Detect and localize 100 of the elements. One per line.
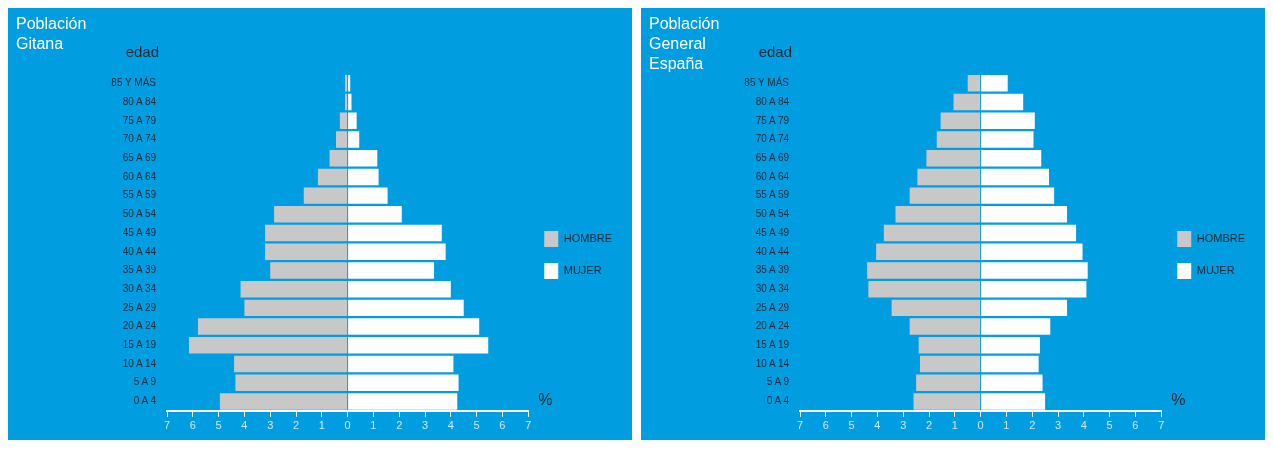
bar (348, 168, 379, 186)
y-tick-label: 0 A 4 (133, 395, 157, 407)
x-tick-label: 3 (267, 419, 274, 432)
x-tick-label: 6 (1132, 419, 1139, 432)
bar (197, 318, 348, 335)
y-tick-label: 60 A 64 (122, 170, 157, 182)
bar (981, 224, 1077, 242)
bar (270, 262, 348, 279)
x-tick-label: 6 (189, 419, 196, 432)
x-tick-label: 5 (215, 419, 222, 432)
bar (329, 149, 348, 167)
bar (868, 280, 981, 298)
y-tick-label: 0 A 4 (766, 395, 790, 407)
x-tick-label: 6 (822, 419, 829, 432)
bar (918, 337, 981, 354)
bar (981, 374, 1043, 391)
x-tick-label: 7 (1158, 419, 1165, 432)
bar (219, 393, 348, 410)
x-tick-label: 1 (951, 419, 958, 432)
y-tick-label: 65 A 69 (122, 151, 157, 163)
bar (895, 206, 981, 223)
bar (916, 374, 981, 391)
x-tick-label: 5 (848, 419, 855, 432)
bar (981, 299, 1068, 317)
y-tick-label: 45 A 49 (755, 226, 790, 238)
bar (981, 112, 1035, 130)
y-tick-label: 35 A 39 (122, 264, 157, 276)
bar (926, 149, 981, 167)
x-tick-label: 5 (473, 419, 480, 432)
x-tick-label: 1 (370, 419, 377, 432)
bar (981, 131, 1034, 148)
y-tick-label: 10 A 14 (755, 357, 790, 369)
bar (867, 262, 981, 279)
bar (981, 75, 1008, 92)
bar (348, 243, 446, 260)
bar (348, 112, 357, 130)
y-axis-title: edad (758, 42, 793, 60)
bar (348, 187, 388, 204)
y-tick-label: 35 A 39 (755, 264, 790, 276)
bar (981, 280, 1087, 298)
bar (981, 168, 1049, 186)
bar (936, 131, 981, 148)
y-tick-label: 75 A 79 (755, 114, 790, 126)
bar (348, 355, 454, 373)
bar (345, 93, 348, 111)
bar (981, 355, 1039, 373)
bar (913, 393, 981, 410)
y-tick-label: 80 A 84 (122, 95, 157, 107)
bar (348, 262, 435, 279)
bar (339, 112, 348, 130)
y-tick-label: 85 Y MÁS (111, 76, 157, 89)
y-tick-label: 15 A 19 (755, 339, 790, 351)
x-tick-label: 2 (1029, 419, 1036, 432)
bar (348, 206, 402, 223)
bar (348, 318, 480, 335)
legend-label: MUJER (563, 264, 602, 277)
bar (919, 355, 981, 373)
bar (981, 243, 1083, 260)
y-tick-label: 20 A 24 (122, 320, 157, 332)
x-tick-label: 2 (925, 419, 933, 432)
x-tick-label: 1 (1003, 419, 1010, 432)
x-tick-label: 2 (292, 419, 300, 432)
legend-label: MUJER (1196, 264, 1235, 277)
y-tick-label: 5 A 9 (766, 376, 790, 388)
bar (336, 131, 348, 148)
y-axis-title: edad (125, 42, 160, 60)
y-tick-label: 50 A 54 (755, 208, 790, 220)
y-tick-label: 15 A 19 (122, 339, 157, 351)
bar (265, 243, 348, 260)
x-tick-label: 0 (977, 419, 984, 432)
bar (981, 337, 1040, 354)
bar (981, 262, 1088, 279)
y-tick-label: 30 A 34 (122, 282, 157, 294)
x-tick-label: 4 (874, 419, 881, 432)
bar (317, 168, 348, 186)
bar (348, 337, 489, 354)
bar (244, 299, 348, 317)
x-tick-label: 4 (1080, 419, 1087, 432)
x-tick-label: 7 (796, 419, 804, 432)
y-tick-label: 10 A 14 (122, 357, 157, 369)
x-tick-label: 3 (1054, 419, 1062, 432)
bar (883, 224, 981, 242)
x-tick-label: 2 (396, 419, 403, 432)
bar (981, 206, 1068, 223)
x-axis-title: % (1171, 391, 1186, 409)
y-tick-label: 30 A 34 (755, 282, 790, 294)
x-tick-label: 0 (344, 419, 351, 432)
y-tick-label: 55 A 59 (122, 189, 157, 201)
x-tick-label: 6 (499, 419, 506, 432)
y-tick-label: 45 A 49 (122, 226, 157, 238)
chart-title: Población Gitana (16, 14, 88, 54)
x-tick-label: 1 (318, 419, 325, 432)
y-tick-label: 85 Y MÁS (744, 76, 790, 89)
y-tick-label: 70 A 74 (122, 133, 157, 145)
y-tick-label: 65 A 69 (755, 151, 790, 163)
bar (876, 243, 981, 260)
bar (981, 318, 1051, 335)
bar (188, 337, 348, 354)
bar (917, 168, 981, 186)
x-tick-label: 7 (525, 419, 532, 432)
